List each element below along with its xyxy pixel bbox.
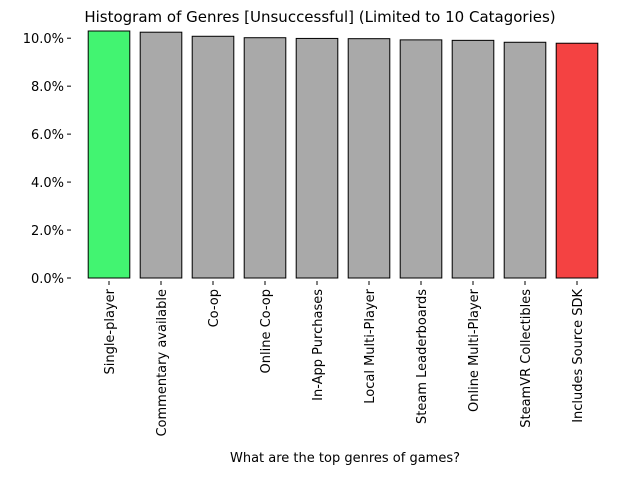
y-axis: 0.0% 2.0% 4.0% 6.0% 8.0% 10.0%: [23, 32, 71, 287]
x-tick-label: SteamVR Collectibles: [519, 289, 534, 428]
y-tick-label: 0.0%: [31, 272, 64, 287]
bar-single-player: [87, 30, 131, 279]
x-tick-label: Local Multi-Player: [363, 288, 378, 403]
bar-online-multi-player: [451, 39, 495, 279]
bars: [87, 30, 599, 279]
bar-co-op: [191, 35, 235, 279]
x-tick-label: Co-op: [207, 289, 222, 327]
x-tick-label: Online Multi-Player: [467, 288, 482, 412]
x-axis-label: What are the top genres of games?: [230, 451, 460, 466]
y-tick-label: 8.0%: [31, 80, 64, 95]
y-tick-label: 6.0%: [31, 128, 64, 143]
y-tick-label: 2.0%: [31, 224, 64, 239]
x-tick-label: Commentary available: [155, 289, 170, 437]
y-tick-label: 10.0%: [23, 32, 64, 47]
bar-in-app-purchases: [295, 37, 339, 279]
bar-steamvr-collectibles: [503, 41, 547, 279]
x-tick-label: Steam Leaderboards: [415, 289, 430, 424]
bar-includes-source-sdk: [555, 42, 599, 279]
y-tick-label: 4.0%: [31, 176, 64, 191]
bar-local-multi-player: [347, 38, 391, 279]
bar-steam-leaderboards: [399, 39, 443, 279]
x-axis: Single-player Commentary available Co-op On…: [103, 281, 586, 437]
chart-title: Histogram of Genres [Unsuccessful] (Limi…: [84, 8, 555, 26]
bar-commentary-available: [139, 31, 183, 279]
x-tick-label: Includes Source SDK: [571, 289, 586, 423]
x-tick-label: Online Co-op: [259, 289, 274, 373]
bar-online-co-op: [243, 37, 287, 279]
x-tick-label: Single-player: [103, 288, 118, 374]
x-tick-label: In-App Purchases: [311, 289, 326, 401]
